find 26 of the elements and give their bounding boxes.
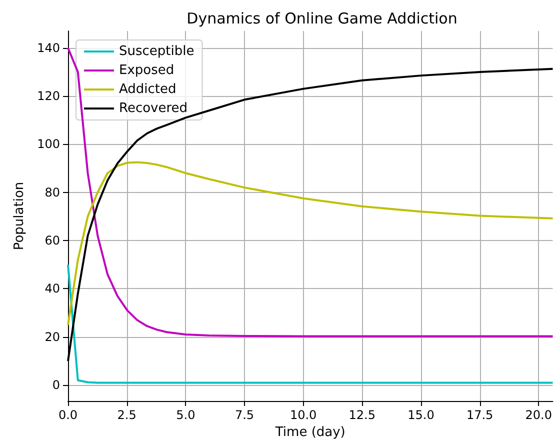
y-axis-title: Population — [12, 182, 28, 250]
y-tick-label: 20 — [44, 330, 60, 344]
x-tick-label: 17.5 — [466, 408, 494, 422]
x-tick-label: 10.0 — [290, 408, 317, 422]
x-tick-label: 12.5 — [348, 408, 376, 422]
chart-title: Dynamics of Online Game Addiction — [186, 10, 458, 28]
y-tick-label: 140 — [37, 40, 60, 55]
x-axis-title: Time (day) — [274, 424, 346, 440]
x-tick-label: 2.5 — [117, 408, 136, 422]
y-tick-label: 80 — [44, 185, 60, 200]
y-tick-label: 100 — [37, 137, 60, 152]
y-tick-label: 40 — [44, 282, 60, 296]
x-tick-label: 5.0 — [176, 408, 196, 422]
y-tick-label: 0 — [52, 378, 60, 392]
legend-label: Exposed — [119, 63, 174, 78]
x-tick-label: 20.0 — [525, 408, 552, 422]
legend-label: Addicted — [119, 82, 176, 97]
y-tick-label: 60 — [44, 234, 60, 248]
x-tick-label: 7.5 — [234, 408, 254, 422]
legend-label: Susceptible — [119, 44, 194, 59]
line-series — [67, 264, 554, 384]
legend-label: Recovered — [119, 101, 188, 116]
x-tick-label: 0.0 — [58, 408, 78, 422]
line-series — [67, 161, 554, 326]
y-tick-label: 120 — [37, 89, 60, 104]
x-tick-label: 15.0 — [408, 408, 434, 422]
